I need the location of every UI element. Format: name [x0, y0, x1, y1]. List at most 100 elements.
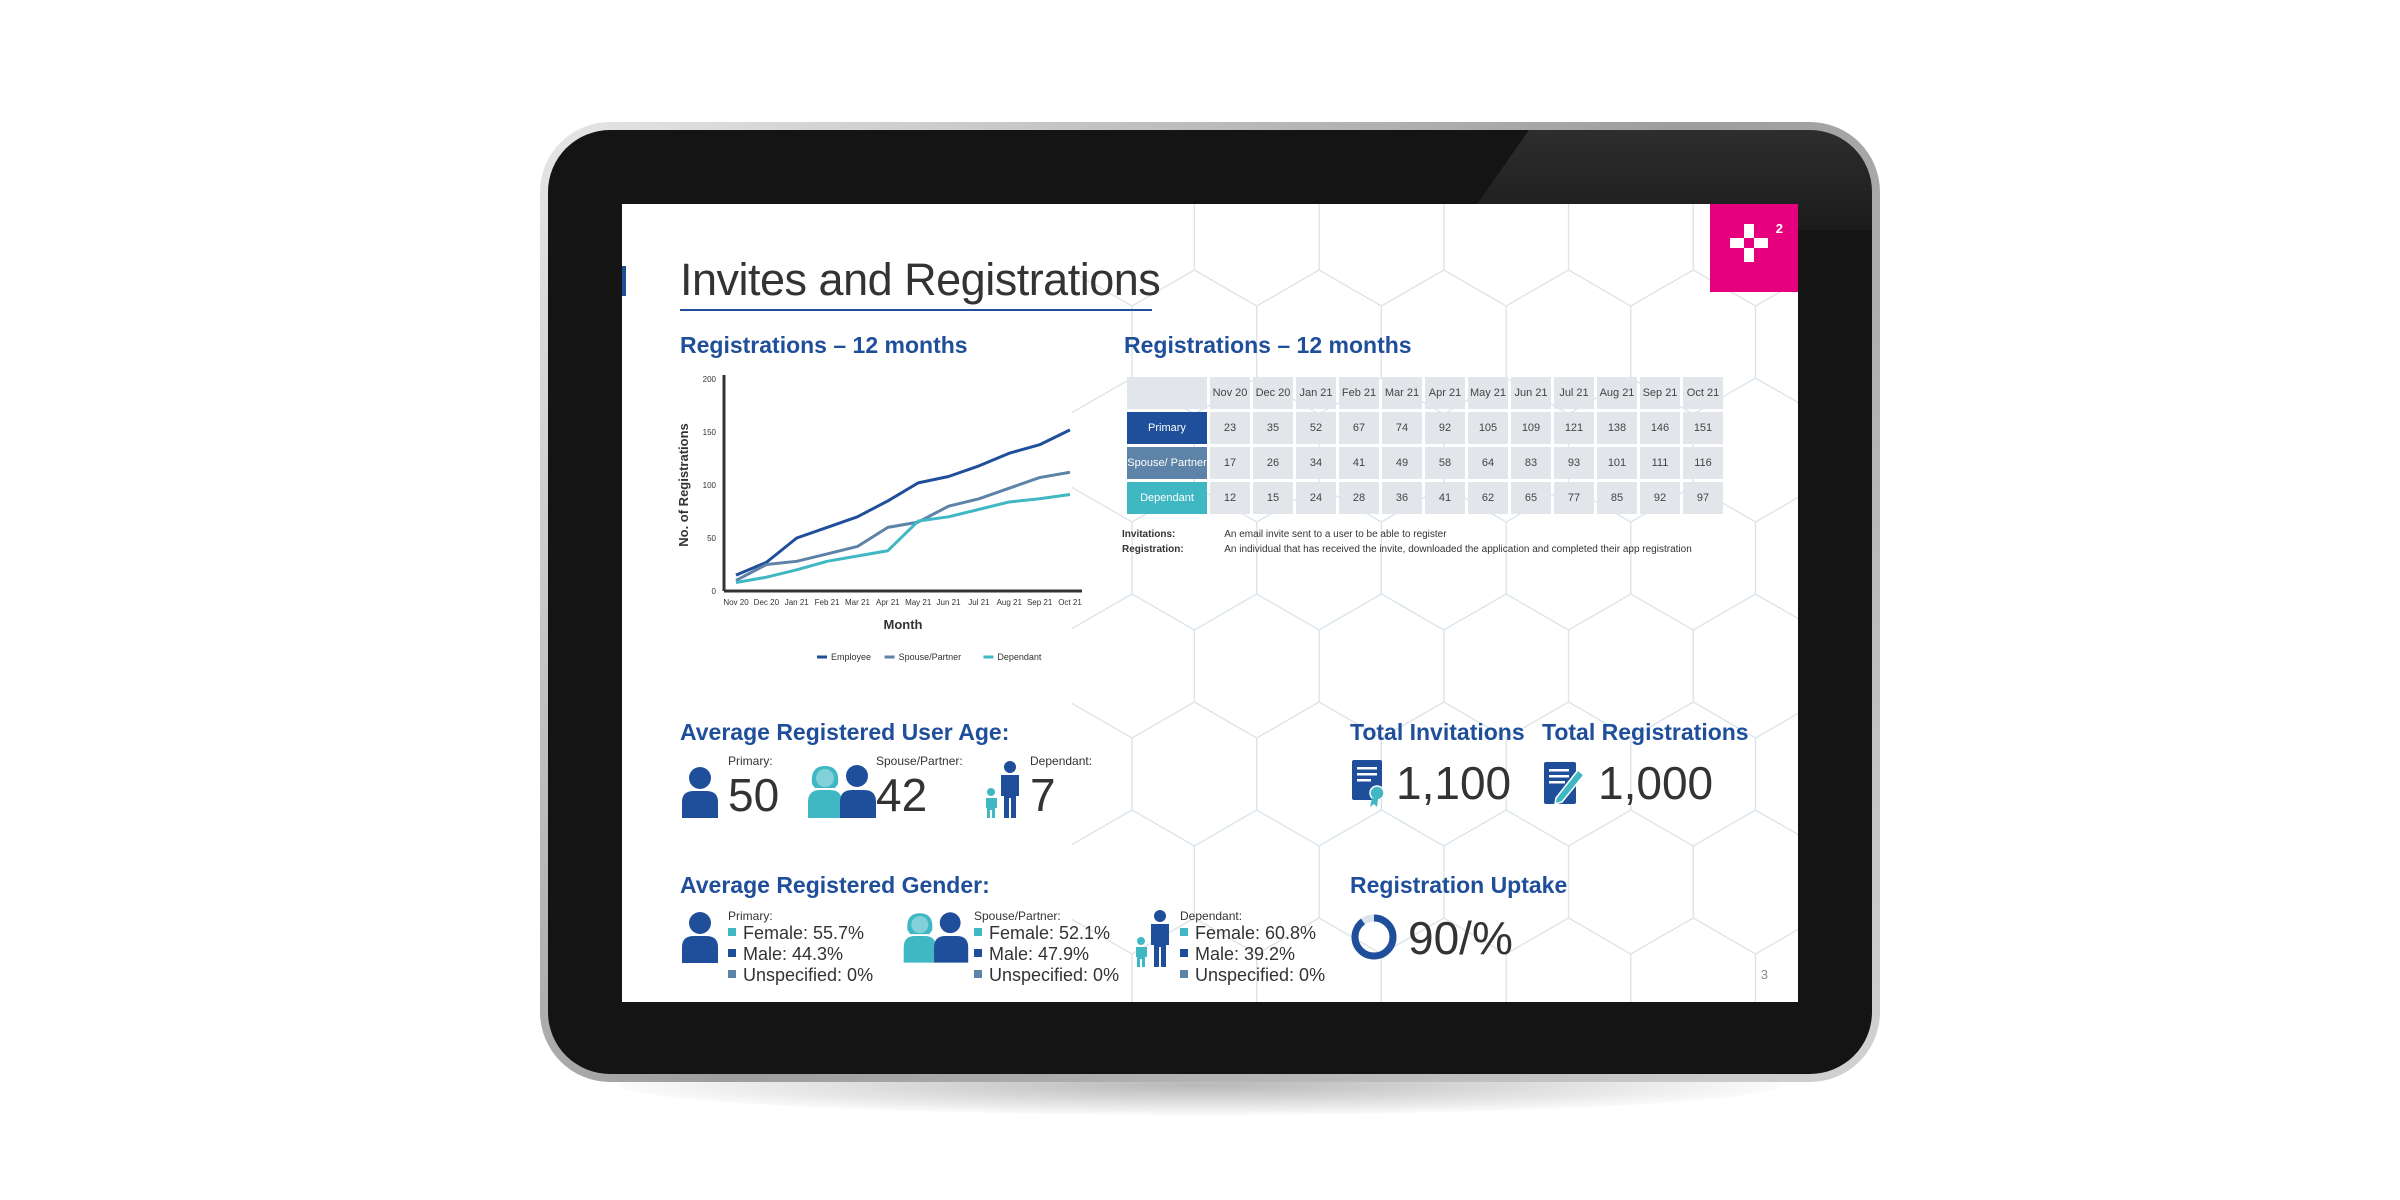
x-tick-label: Aug 21 [997, 598, 1023, 607]
uptake-heading: Registration Uptake [1350, 872, 1568, 898]
legend-label: Employee [831, 652, 871, 662]
table-cell: 41 [1425, 482, 1465, 514]
age-value: 50 [728, 769, 780, 821]
female-row: Female: 52.1% [974, 923, 1119, 944]
definition-text: An email invite sent to a user to be abl… [1224, 529, 1447, 540]
hexagon-shape [1193, 593, 1320, 739]
hexagon-shape [1318, 593, 1445, 739]
x-tick-label: Oct 21 [1058, 598, 1082, 607]
unspecified-value: Unspecified: 0% [989, 965, 1120, 985]
document-pencil-icon [1544, 762, 1586, 806]
couple-icon [808, 765, 876, 818]
hexagon-shape [1754, 712, 1798, 836]
month-header: Apr 21 [1425, 377, 1465, 409]
month-header: Oct 21 [1683, 377, 1723, 409]
female-value: Female: 55.7% [743, 923, 865, 943]
total-registrations: 1,000 [1542, 754, 1742, 814]
table-cell: 52 [1296, 412, 1336, 444]
table-corner-cell [1127, 377, 1207, 409]
slide-screen: 2 Invites and Registrations Registration… [622, 204, 1798, 1002]
series-line [735, 428, 1071, 577]
legend-label: Dependant [997, 652, 1042, 662]
y-tick-label: 0 [712, 587, 717, 596]
brand-logo: 2 [1710, 204, 1798, 292]
total-invitations: 1,100 [1350, 754, 1530, 814]
hexagon-shape [1630, 917, 1757, 1002]
male-row: Male: 39.2% [1180, 944, 1325, 965]
gender-spouse: Spouse/Partner: Female: 52.1% Male: 47.9… [898, 909, 1138, 989]
hexagon-shape [1754, 928, 1798, 1002]
age-spouse: Spouse/Partner: 42 [802, 754, 982, 824]
table-cell: 28 [1339, 482, 1379, 514]
month-header: Feb 21 [1339, 377, 1379, 409]
male-value: Male: 39.2% [1195, 944, 1296, 964]
hexagon-shape [1754, 496, 1798, 620]
uptake: 90/% [1350, 909, 1570, 969]
table-cell: 109 [1511, 412, 1551, 444]
month-header: Dec 20 [1253, 377, 1293, 409]
table-cell: 121 [1554, 412, 1594, 444]
gender-dependant: Dependant: Female: 60.8% Male: 39.2% Uns… [1134, 909, 1344, 989]
x-tick-label: Jul 21 [968, 598, 990, 607]
gender-group-label: Primary: [728, 909, 773, 923]
month-header: Aug 21 [1597, 377, 1637, 409]
definitions: Invitations: An email invite sent to a u… [1122, 529, 1692, 559]
tablet-frame: 2 Invites and Registrations Registration… [540, 122, 1880, 1082]
y-tick-label: 150 [703, 428, 717, 437]
series-line [735, 470, 1071, 582]
unspecified-value: Unspecified: 0% [1195, 965, 1326, 985]
table-cell: 146 [1640, 412, 1680, 444]
age-primary: Primary: 50 [680, 754, 800, 824]
hexagon-shape [1131, 701, 1258, 847]
table-cell: 92 [1640, 482, 1680, 514]
gender-list: Female: 52.1% Male: 47.9% Unspecified: 0… [974, 923, 1119, 986]
hexagon-shape [1318, 204, 1445, 307]
x-tick-label: Jan 21 [785, 598, 810, 607]
x-tick-label: May 21 [905, 598, 932, 607]
hexagon-shape [1443, 204, 1570, 307]
x-axis-title: Month [884, 617, 923, 632]
age-heading: Average Registered User Age: [680, 719, 1010, 745]
table-cell: 41 [1339, 447, 1379, 479]
legend-label: Spouse/Partner [899, 652, 962, 662]
row-label: Dependant [1127, 482, 1207, 514]
registrations-table: Nov 20 Dec 20 Jan 21 Feb 21 Mar 21 Apr 21 May … [1124, 374, 1726, 517]
month-header: May 21 [1468, 377, 1508, 409]
page-number: 3 [1760, 967, 1768, 982]
table-cell: 67 [1339, 412, 1379, 444]
age-dependant: Dependant: 7 [984, 754, 1124, 824]
age-value: 42 [876, 769, 928, 821]
x-tick-label: Feb 21 [815, 598, 840, 607]
definition-text: An individual that has received the invi… [1224, 544, 1692, 555]
certificate-icon [1352, 760, 1385, 807]
parent-child-icon [986, 761, 1019, 818]
month-header: Jan 21 [1296, 377, 1336, 409]
table-cell: 65 [1511, 482, 1551, 514]
total-invitations-heading: Total Invitations [1350, 719, 1525, 745]
row-label: Primary [1127, 412, 1207, 444]
table-cell: 77 [1554, 482, 1594, 514]
series-line [735, 493, 1071, 584]
month-header: Jun 21 [1511, 377, 1551, 409]
total-registrations-value: 1,000 [1598, 757, 1714, 809]
y-tick-label: 100 [703, 481, 717, 490]
hexagon-shape [1567, 593, 1694, 739]
gender-primary: Primary: Female: 55.7% Male: 44.3% Unspe… [680, 909, 900, 989]
logo-superscript: 2 [1775, 221, 1783, 236]
hexagon-shape [1443, 593, 1570, 739]
table-cell: 23 [1210, 412, 1250, 444]
table-cell: 34 [1296, 447, 1336, 479]
table-cell: 138 [1597, 412, 1637, 444]
x-tick-label: Mar 21 [845, 598, 870, 607]
table-cell: 111 [1640, 447, 1680, 479]
table-row: Dependant 12 15 24 28 36 41 62 65 77 85 92 97 [1127, 482, 1723, 514]
total-registrations-heading: Total Registrations [1542, 719, 1749, 745]
table-cell: 64 [1468, 447, 1508, 479]
female-swatch [1180, 928, 1188, 937]
unspecified-row: Unspecified: 0% [1180, 965, 1325, 986]
month-header: Mar 21 [1382, 377, 1422, 409]
female-swatch [728, 928, 736, 937]
y-axis-title: No. of Registrations [676, 423, 691, 547]
table-cell: 93 [1554, 447, 1594, 479]
gender-group-label: Dependant: [1180, 909, 1243, 923]
